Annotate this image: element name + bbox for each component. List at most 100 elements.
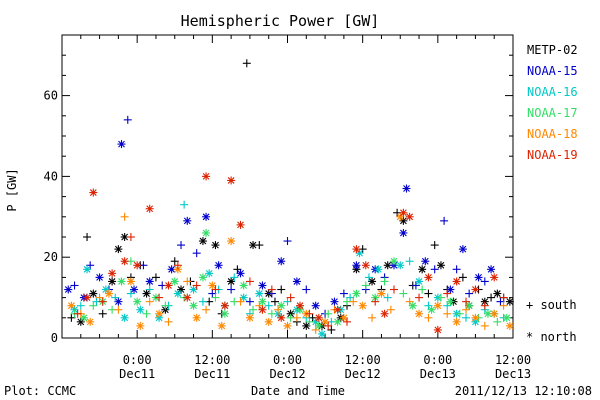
data-point: [236, 269, 245, 278]
data-point: [352, 289, 361, 298]
data-point: [230, 273, 239, 282]
data-point: [480, 301, 489, 310]
data-point: [89, 301, 98, 310]
data-point: [380, 277, 389, 286]
data-point: [108, 277, 117, 286]
data-point: [505, 297, 514, 306]
data-point: [399, 216, 408, 225]
data-point: [311, 301, 320, 310]
data-point: [292, 313, 301, 322]
data-point: [192, 249, 201, 258]
data-point: [258, 281, 267, 290]
x-tick-label-date: Dec11: [119, 367, 155, 381]
data-point: [314, 313, 323, 322]
data-point: [364, 273, 373, 282]
data-point: [95, 273, 104, 282]
data-point: [324, 321, 333, 330]
data-point: [368, 277, 377, 286]
data-point: [452, 265, 461, 274]
data-point: [211, 285, 220, 294]
data-point: [490, 273, 499, 282]
data-point: [446, 285, 455, 294]
data-point: [205, 269, 214, 278]
data-point: [239, 293, 248, 302]
data-point: [198, 237, 207, 246]
y-tick-label: 40: [44, 169, 58, 183]
data-point: [324, 309, 333, 318]
data-point: [380, 309, 389, 318]
data-point: [487, 265, 496, 274]
data-point: [283, 237, 292, 246]
data-point: [358, 301, 367, 310]
data-points: [64, 59, 514, 338]
data-point: [101, 285, 110, 294]
data-point: [98, 297, 107, 306]
data-point: [430, 265, 439, 274]
data-point: [83, 265, 92, 274]
data-point: [108, 269, 117, 278]
data-point: [126, 289, 135, 298]
x-axis-label: Date and Time: [251, 384, 345, 398]
data-point: [270, 297, 279, 306]
x-tick-label-date: Dec12: [345, 367, 381, 381]
data-point: [255, 301, 264, 310]
data-point: [352, 245, 361, 254]
data-point: [89, 289, 98, 298]
data-point: [208, 281, 217, 290]
data-point: [208, 289, 217, 298]
data-point: [120, 313, 129, 322]
data-point: [399, 208, 408, 217]
legend-entry: NOAA-17: [527, 106, 578, 120]
data-point: [192, 313, 201, 322]
data-point: [236, 297, 245, 306]
data-point: [349, 297, 358, 306]
data-point: [443, 301, 452, 310]
data-point: [227, 277, 236, 286]
legend-entry: NOAA-18: [527, 127, 578, 141]
data-point: [493, 289, 502, 298]
data-point: [183, 216, 192, 225]
data-point: [283, 321, 292, 330]
data-point: [427, 305, 436, 314]
data-point: [180, 200, 189, 209]
data-point: [133, 297, 142, 306]
data-point: [267, 309, 276, 318]
data-point: [86, 261, 95, 270]
data-point: [408, 301, 417, 310]
data-point: [155, 293, 164, 302]
data-point: [436, 261, 445, 270]
data-point: [126, 233, 135, 241]
legend-entry: NOAA-15: [527, 64, 578, 78]
data-point: [440, 216, 449, 225]
data-point: [371, 297, 380, 306]
data-point: [343, 317, 352, 326]
data-point: [490, 309, 499, 318]
data-point: [402, 184, 411, 193]
data-point: [283, 297, 292, 306]
data-point: [327, 325, 336, 334]
data-point: [480, 321, 489, 330]
data-point: [173, 261, 182, 270]
data-point: [239, 281, 248, 290]
data-point: [67, 301, 76, 310]
data-point: [411, 281, 420, 290]
data-point: [173, 289, 182, 298]
data-point: [192, 281, 201, 290]
data-point: [233, 265, 242, 274]
data-point: [405, 257, 414, 266]
data-point: [487, 293, 496, 302]
data-point: [242, 59, 251, 68]
data-point: [399, 289, 408, 298]
data-point: [389, 285, 398, 294]
data-point: [189, 285, 198, 294]
data-point: [86, 317, 95, 326]
data-point: [452, 277, 461, 286]
data-point: [202, 305, 211, 314]
legend-entry: NOAA-16: [527, 85, 578, 99]
data-point: [130, 285, 139, 294]
data-point: [405, 212, 414, 221]
data-point: [79, 313, 88, 322]
x-tick-label-time: 0:00: [423, 353, 452, 367]
data-point: [286, 293, 295, 302]
